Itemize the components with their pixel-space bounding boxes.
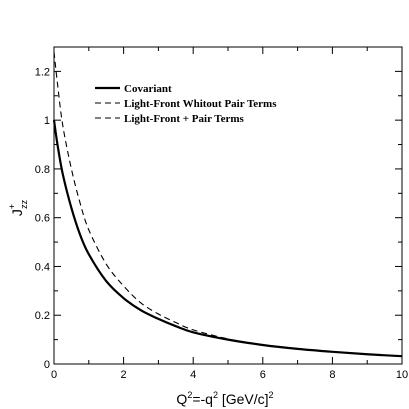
y-axis-title: J+ zz <box>7 199 29 216</box>
x-tick-label: 6 <box>260 369 266 381</box>
axis-ticks: 0 2 4 6 8 10 0 0.2 0.4 0.6 0.8 1 1.2 <box>35 47 408 381</box>
plot-area <box>52 51 403 358</box>
y-tick-label: 0.2 <box>35 310 50 322</box>
x-tick-label: 2 <box>121 369 127 381</box>
y-tick-label: 0.6 <box>35 213 50 225</box>
x-axis-title: Q2=-q2 [GeV/c]2 <box>176 390 273 407</box>
y-tick-label: 0.8 <box>35 164 50 176</box>
x-tick-label: 8 <box>329 369 335 381</box>
x-tick-label: 10 <box>396 369 408 381</box>
y-tick-label: 1 <box>44 115 50 127</box>
x-tick-label: 4 <box>190 369 196 381</box>
y-axis-title-base: J <box>9 209 25 216</box>
x-tick-label: 0 <box>51 369 57 381</box>
legend-label-lf-plus-pair: Light-Front + Pair Terms <box>124 113 245 125</box>
svg-text:J+zz: J+ zz <box>7 199 29 216</box>
plot-frame <box>53 46 403 365</box>
legend-label-lf-without-pair: Light-Front Whitout Pair Terms <box>124 98 277 110</box>
y-tick-label: 0.4 <box>35 261 50 273</box>
y-tick-label: 1.2 <box>35 66 50 78</box>
series-line-lf-plus-pair <box>53 120 403 357</box>
legend: Covariant Light-Front Whitout Pair Terms… <box>95 83 277 125</box>
legend-label-covariant: Covariant <box>124 83 172 95</box>
y-tick-label: 0 <box>44 359 50 371</box>
y-axis-title-sub: zz <box>19 199 29 209</box>
y-axis-title-sup: + <box>7 204 17 209</box>
